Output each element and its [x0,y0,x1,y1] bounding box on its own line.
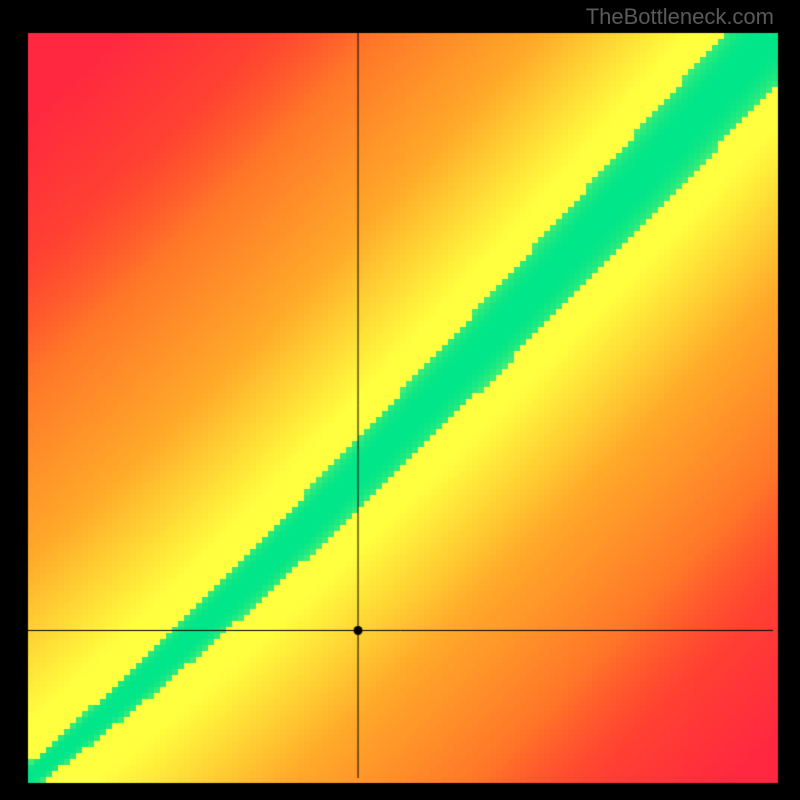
watermark-text: TheBottleneck.com [586,4,774,30]
chart-container: TheBottleneck.com [0,0,800,800]
heatmap-canvas [0,0,800,800]
